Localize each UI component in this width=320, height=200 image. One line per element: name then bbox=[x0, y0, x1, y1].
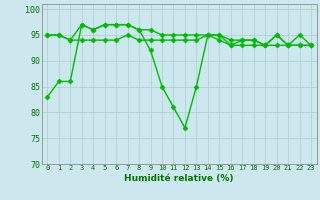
X-axis label: Humidité relative (%): Humidité relative (%) bbox=[124, 174, 234, 183]
